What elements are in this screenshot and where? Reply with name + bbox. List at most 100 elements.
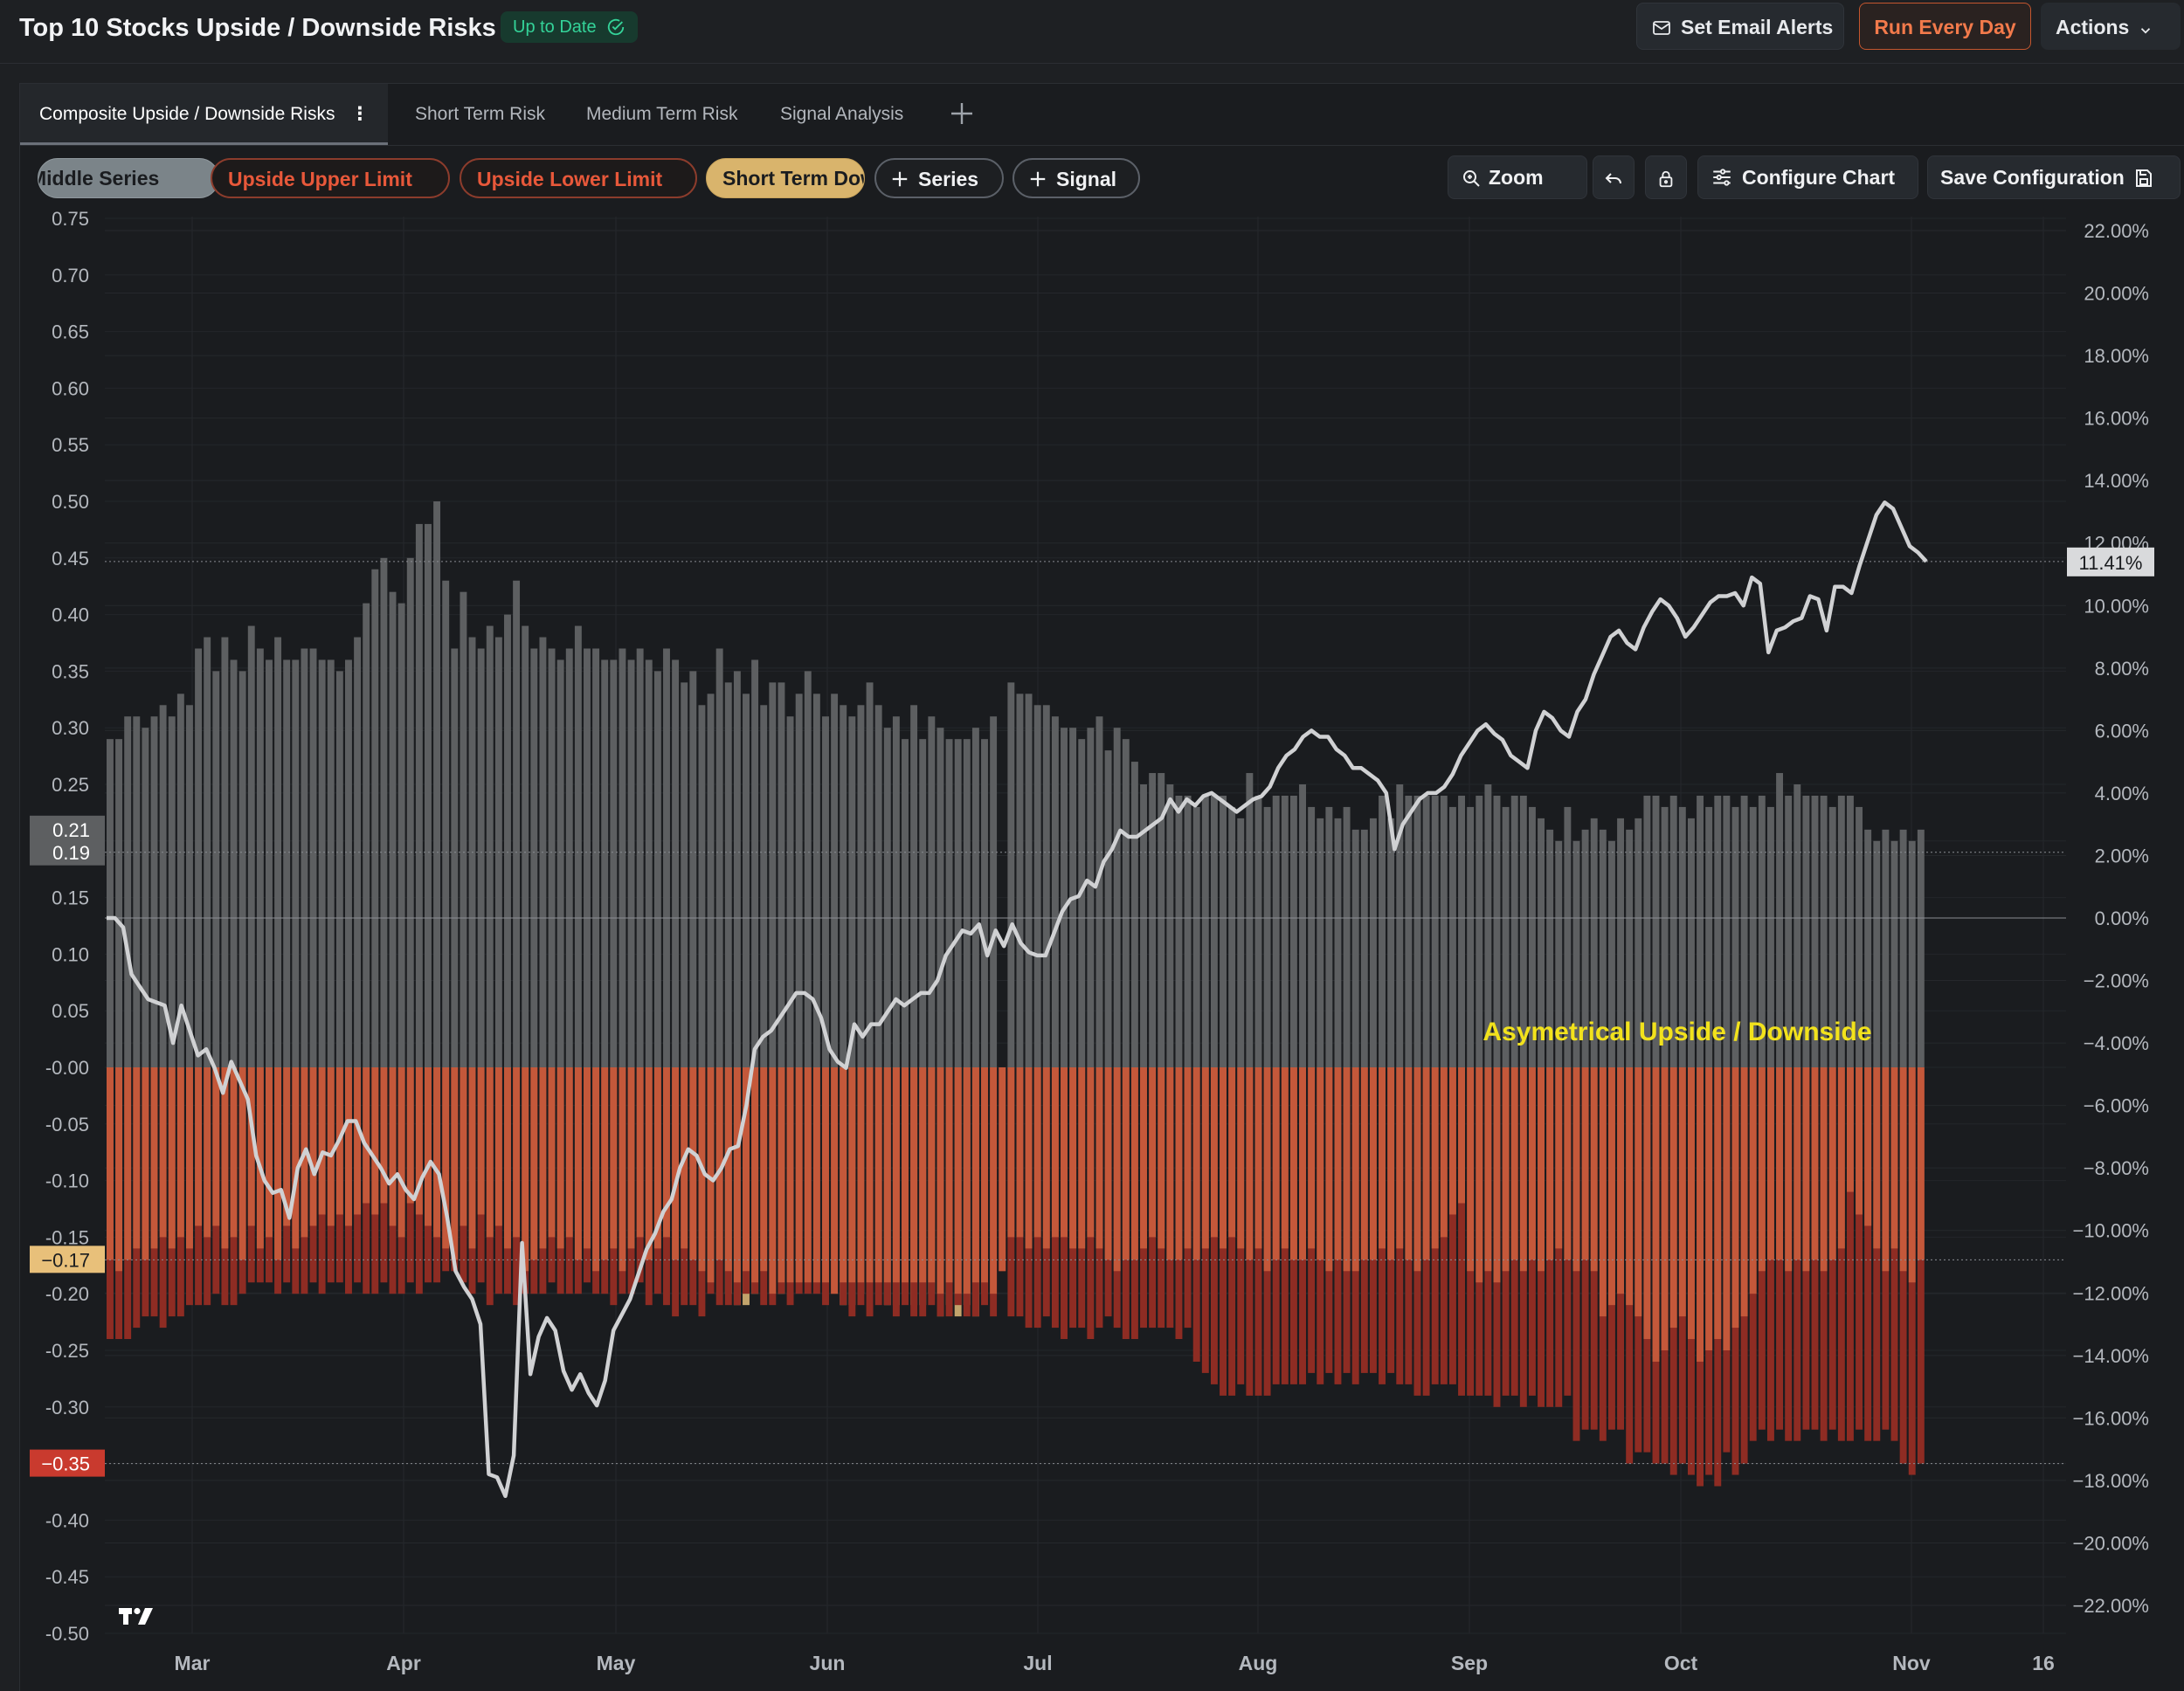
set-email-alerts-button[interactable]: Set Email Alerts: [1636, 3, 1844, 50]
middle-series-bar: [1581, 829, 1589, 1067]
middle-series-bar: [653, 671, 661, 1067]
upside-lower-limit-bar: [1864, 1067, 1872, 1226]
upside-lower-limit-bar: [230, 1067, 238, 1238]
left-axis-badge-label: −0.35: [41, 1453, 90, 1475]
middle-series-bar: [406, 557, 414, 1067]
add-tab-icon[interactable]: [946, 98, 978, 129]
middle-series-bar: [1042, 705, 1050, 1067]
tab-composite[interactable]: Composite Upside / Downside Risks ⋮: [20, 84, 389, 145]
save-icon: [2135, 169, 2152, 187]
add-series-button[interactable]: Series: [874, 158, 1004, 198]
tab-medium-term-risk[interactable]: Medium Term Risk: [586, 104, 738, 124]
middle-series-bar: [363, 603, 370, 1067]
middle-series-bar: [1890, 840, 1898, 1067]
middle-series-bar: [1422, 795, 1430, 1067]
upside-lower-limit-bar: [1476, 1067, 1483, 1283]
middle-series-bar: [1308, 806, 1316, 1067]
right-axis-tick-label: 4.00%: [2095, 783, 2149, 804]
middle-series-bar: [1493, 795, 1501, 1067]
middle-series-bar: [1519, 795, 1527, 1067]
upside-lower-limit-bar: [274, 1067, 282, 1260]
middle-series-bar: [565, 648, 573, 1067]
left-axis-tick-label: 0.30: [52, 717, 89, 739]
upside-lower-limit-bar: [1069, 1067, 1077, 1249]
upside-lower-limit-bar: [124, 1067, 132, 1260]
upside-lower-limit-bar: [548, 1067, 556, 1238]
middle-series-bar: [142, 728, 149, 1067]
upside-lower-limit-bar: [327, 1067, 335, 1226]
series-chip-middle[interactable]: Middle Series: [38, 158, 219, 198]
upside-lower-limit-bar: [1467, 1067, 1475, 1272]
upside-lower-limit-bar: [266, 1067, 273, 1238]
zoom-button[interactable]: Zoom: [1448, 155, 1587, 199]
middle-series-bar: [902, 739, 909, 1067]
lock-button[interactable]: [1645, 155, 1687, 199]
middle-series-bar: [1289, 795, 1297, 1067]
middle-series-bar: [1396, 784, 1404, 1067]
middle-series-bar: [1263, 806, 1271, 1067]
middle-series-bar: [389, 591, 397, 1067]
middle-series-bar: [1351, 829, 1359, 1067]
upside-lower-limit-bar: [1263, 1067, 1271, 1272]
right-axis-tick-label: −16.00%: [2073, 1407, 2149, 1429]
left-axis-tick-label: 0.55: [52, 434, 89, 456]
middle-series-bar: [1899, 829, 1907, 1067]
middle-series-bar: [1166, 784, 1174, 1067]
upside-lower-limit-bar: [1882, 1067, 1890, 1272]
upside-lower-limit-bar: [1899, 1067, 1907, 1272]
upside-lower-limit-bar: [1061, 1067, 1068, 1238]
left-axis-tick-label: -0.30: [45, 1397, 89, 1418]
upside-lower-limit-bar: [1351, 1067, 1359, 1272]
upside-lower-limit-bar: [1846, 1067, 1854, 1192]
middle-series-bar: [283, 659, 291, 1067]
middle-series-bar: [1555, 840, 1563, 1067]
series-chip-upside-lower[interactable]: Upside Lower Limit: [460, 158, 697, 198]
upside-lower-limit-bar: [1360, 1067, 1368, 1260]
middle-series-bar: [1431, 795, 1439, 1067]
configure-chart-button[interactable]: Configure Chart: [1697, 155, 1918, 199]
series-chip-short-term-downside[interactable]: Short Term Downside: [706, 158, 865, 198]
middle-series-bar: [1856, 806, 1863, 1067]
upside-lower-limit-bar: [1007, 1067, 1015, 1238]
left-axis-tick-label: -0.10: [45, 1170, 89, 1192]
actions-menu-button[interactable]: Actions: [2041, 3, 2181, 50]
series-chip-upside-upper[interactable]: Upside Upper Limit: [211, 158, 450, 198]
left-axis-tick-label: -0.40: [45, 1509, 89, 1531]
upside-lower-limit-bar: [999, 1067, 1006, 1272]
tab-signal-analysis[interactable]: Signal Analysis: [780, 104, 904, 124]
upside-lower-limit-bar: [468, 1067, 476, 1249]
right-axis-tick-label: 16.00%: [2084, 408, 2149, 430]
middle-series-bar: [574, 625, 582, 1067]
tab-composite-label: Composite Upside / Downside Risks: [39, 104, 335, 124]
upside-lower-limit-bar: [477, 1067, 485, 1215]
middle-series-bar: [919, 739, 927, 1067]
save-configuration-button[interactable]: Save Configuration: [1927, 155, 2181, 199]
tab-short-term-risk[interactable]: Short Term Risk: [415, 104, 545, 124]
upside-lower-limit-bar: [1422, 1067, 1430, 1260]
middle-series-bar: [212, 671, 220, 1067]
kebab-menu-icon[interactable]: ⋮: [350, 104, 370, 124]
middle-series-bar: [150, 716, 158, 1067]
middle-series-bar: [1837, 795, 1845, 1067]
middle-series-bar: [1007, 682, 1015, 1067]
run-every-day-button[interactable]: Run Every Day: [1859, 3, 2031, 50]
middle-series-bar: [831, 694, 839, 1067]
undo-button[interactable]: [1593, 155, 1635, 199]
left-axis-tick-label: 0.60: [52, 377, 89, 399]
upside-lower-limit-bar: [1635, 1067, 1642, 1317]
upside-lower-limit-bar: [1051, 1067, 1059, 1238]
upside-lower-limit-bar: [1669, 1067, 1677, 1329]
chart-axes: 0.75 0.70 0.65 0.60 0.55 0.50 0.45 0.40 0.35 0.30…: [30, 208, 2154, 1674]
tab-bar: Composite Upside / Downside Risks ⋮ Short…: [20, 84, 2184, 146]
upside-lower-limit-bar: [1890, 1067, 1898, 1249]
middle-series-bar: [866, 682, 874, 1067]
left-axis-tick-label: 0.40: [52, 604, 89, 626]
add-signal-button[interactable]: Signal: [1013, 158, 1140, 198]
upside-lower-limit-bar: [565, 1067, 573, 1238]
upside-lower-limit-bar: [874, 1067, 882, 1283]
upside-lower-limit-bar: [1564, 1067, 1572, 1260]
upside-upper-limit-bar: [1873, 1067, 1881, 1441]
upside-lower-limit-bar: [204, 1067, 211, 1238]
middle-series-bar: [1617, 818, 1625, 1067]
